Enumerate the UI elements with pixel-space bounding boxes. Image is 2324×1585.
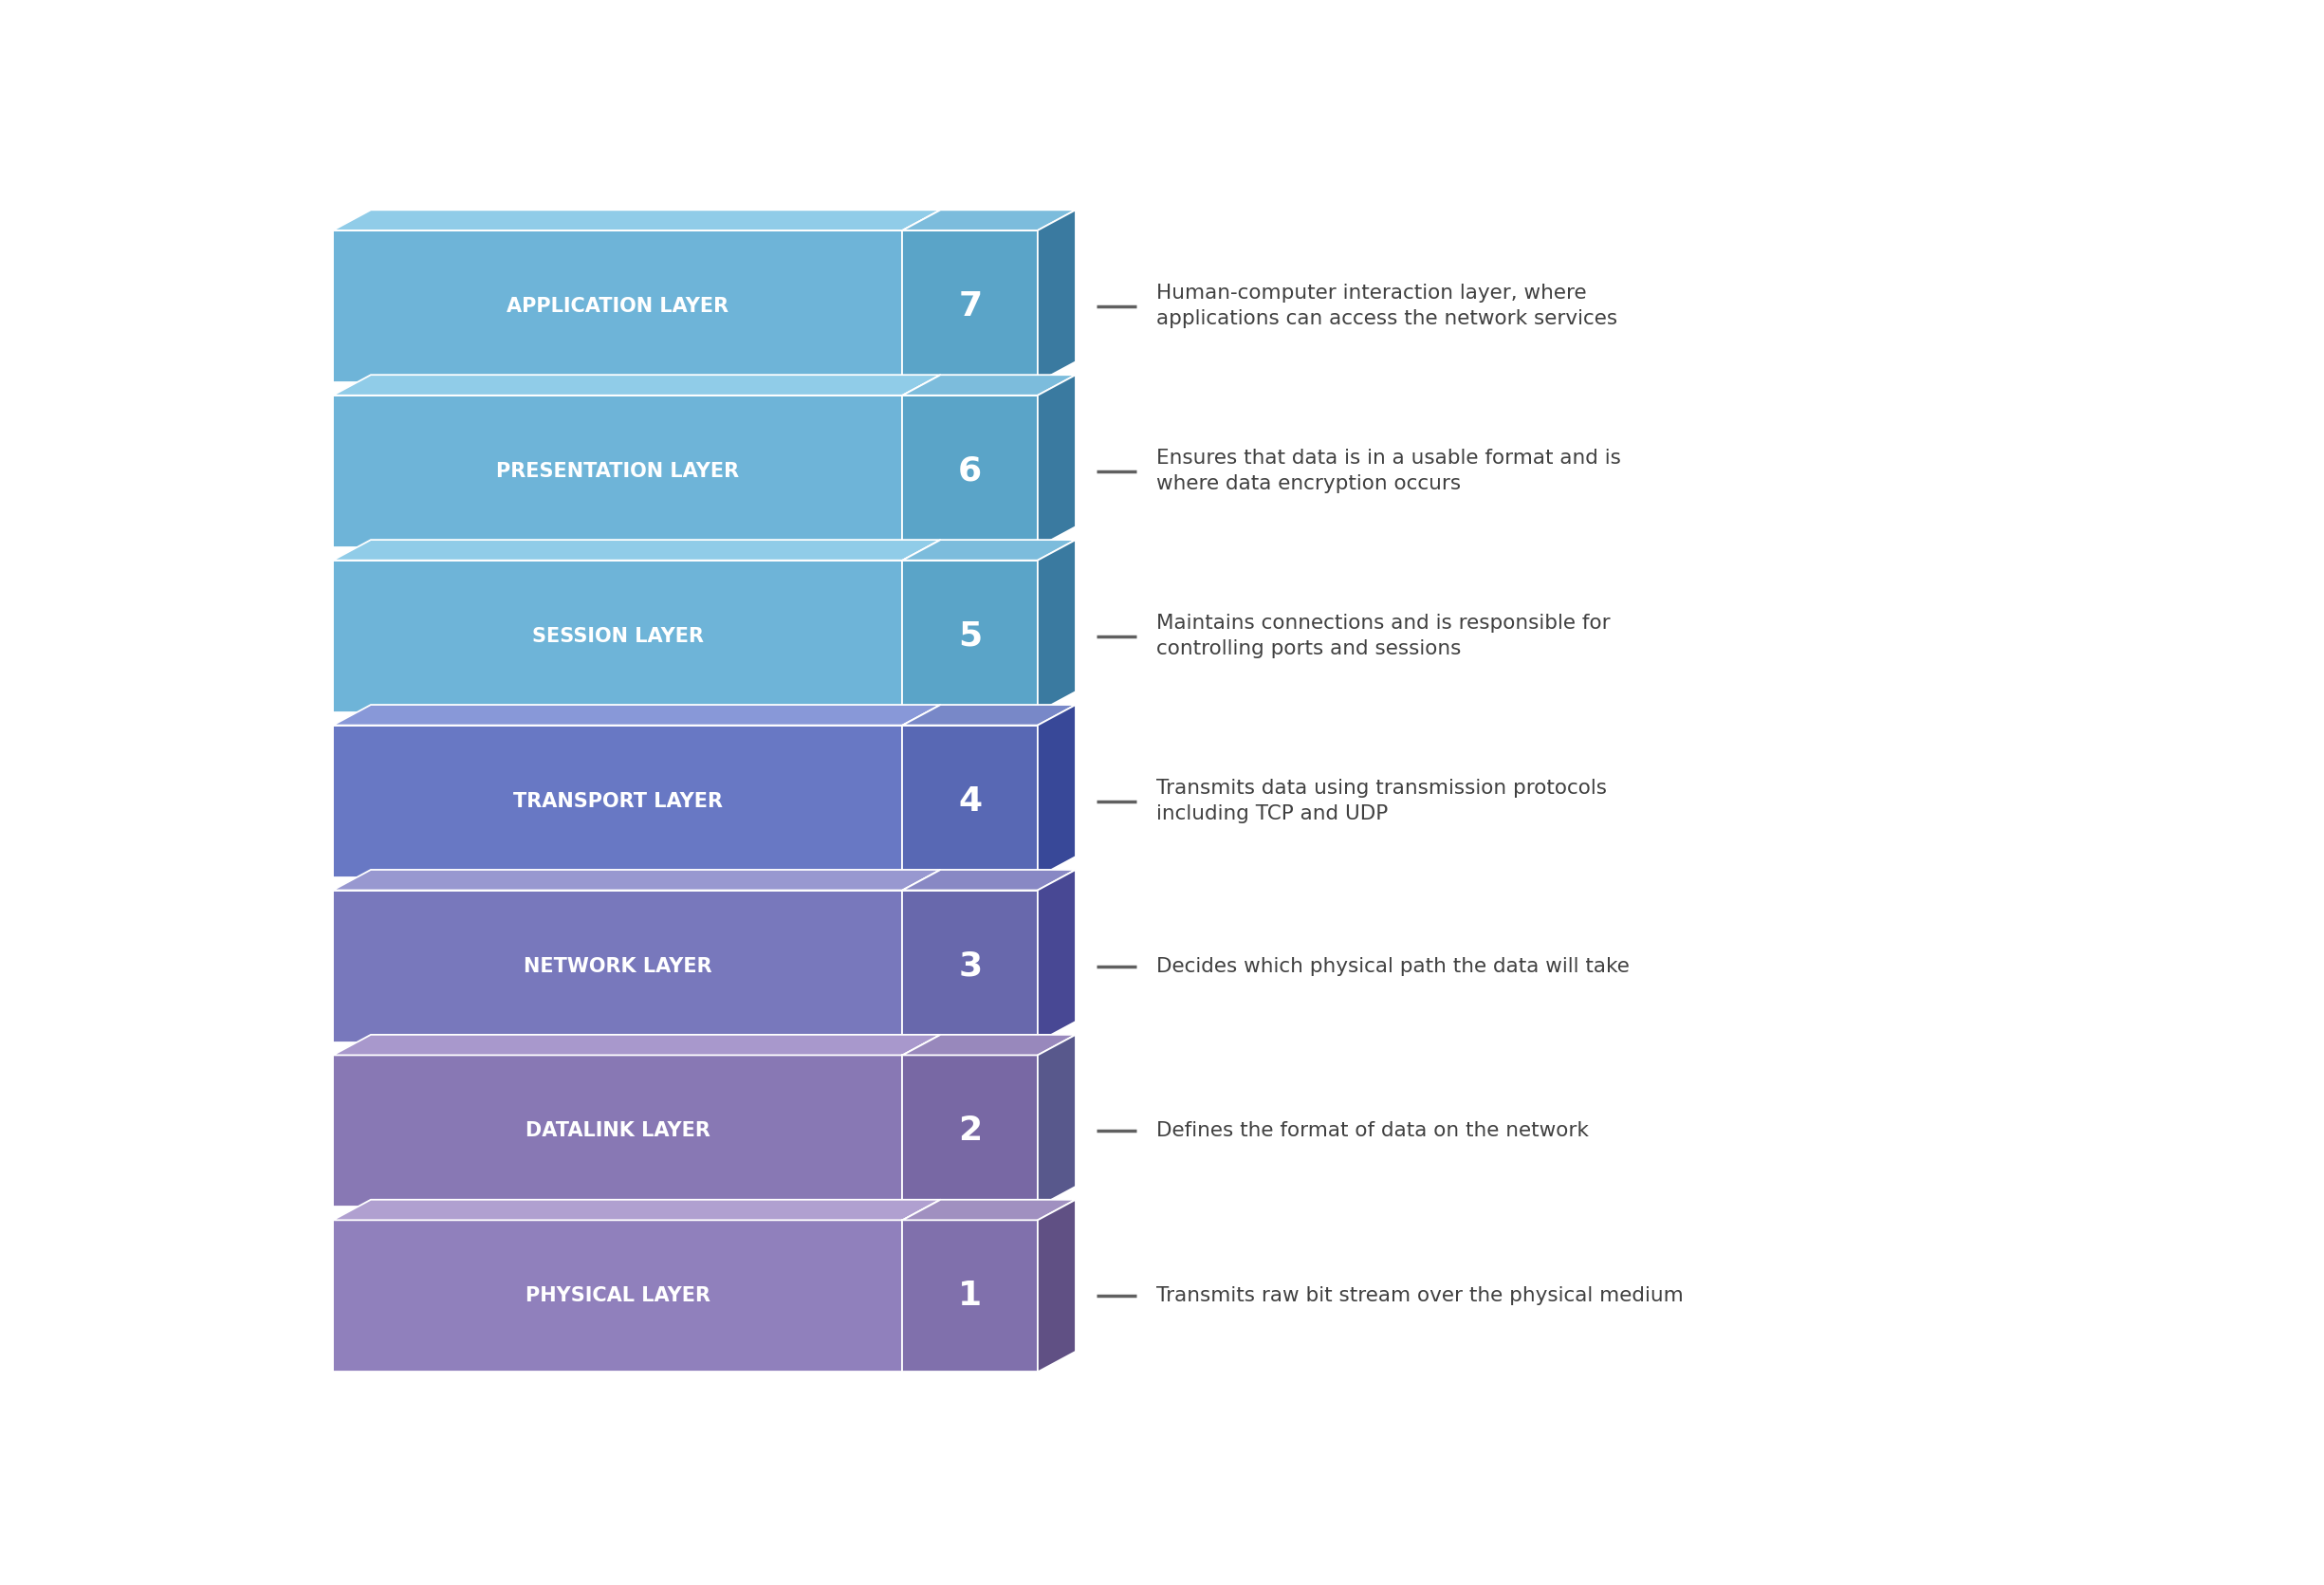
Polygon shape [1039,1035,1076,1208]
Polygon shape [902,560,1039,712]
Polygon shape [902,230,1039,382]
Text: 6: 6 [957,455,983,487]
Polygon shape [902,376,1076,395]
Polygon shape [902,1220,1039,1373]
Text: 7: 7 [957,290,983,322]
Polygon shape [332,1200,941,1220]
Text: 1: 1 [957,1281,983,1312]
Text: DATALINK LAYER: DATALINK LAYER [525,1122,711,1141]
Polygon shape [332,395,902,547]
Text: Ensures that data is in a usable format and is
where data encryption occurs: Ensures that data is in a usable format … [1157,449,1622,493]
Polygon shape [1039,1200,1076,1373]
Polygon shape [332,726,902,877]
Text: 5: 5 [957,620,983,653]
Text: Defines the format of data on the network: Defines the format of data on the networ… [1157,1122,1590,1141]
Text: TRANSPORT LAYER: TRANSPORT LAYER [514,791,723,810]
Polygon shape [1039,209,1076,382]
Polygon shape [902,376,941,547]
Polygon shape [902,1056,1039,1208]
Polygon shape [332,376,941,395]
Polygon shape [332,870,941,891]
Text: Maintains connections and is responsible for
controlling ports and sessions: Maintains connections and is responsible… [1157,613,1611,659]
Polygon shape [902,540,941,712]
Polygon shape [902,1035,941,1208]
Polygon shape [902,209,1076,230]
Polygon shape [902,1200,941,1373]
Polygon shape [902,705,941,877]
Polygon shape [902,891,1039,1041]
Text: NETWORK LAYER: NETWORK LAYER [523,957,711,976]
Text: Decides which physical path the data will take: Decides which physical path the data wil… [1157,957,1629,976]
Polygon shape [332,560,902,712]
Polygon shape [332,1056,902,1208]
Text: 2: 2 [957,1114,983,1148]
Polygon shape [902,726,1039,877]
Polygon shape [902,395,1039,547]
Polygon shape [902,705,1076,726]
Polygon shape [1039,705,1076,877]
Polygon shape [902,870,941,1041]
Text: Transmits raw bit stream over the physical medium: Transmits raw bit stream over the physic… [1157,1287,1685,1306]
Text: Human-computer interaction layer, where
applications can access the network serv: Human-computer interaction layer, where … [1157,284,1618,328]
Polygon shape [332,1220,902,1373]
Polygon shape [1039,540,1076,712]
Polygon shape [332,705,941,726]
Polygon shape [332,891,902,1041]
Polygon shape [332,230,902,382]
Text: 3: 3 [957,949,983,983]
Polygon shape [902,870,1076,891]
Polygon shape [332,540,941,560]
Text: APPLICATION LAYER: APPLICATION LAYER [507,296,730,315]
Text: 4: 4 [957,785,983,818]
Polygon shape [902,209,941,382]
Polygon shape [1039,376,1076,547]
Text: PRESENTATION LAYER: PRESENTATION LAYER [497,461,739,480]
Polygon shape [902,540,1076,560]
Polygon shape [1039,870,1076,1041]
Text: PHYSICAL LAYER: PHYSICAL LAYER [525,1287,711,1306]
Text: SESSION LAYER: SESSION LAYER [532,626,704,645]
Polygon shape [902,1200,1076,1220]
Polygon shape [332,1035,941,1056]
Polygon shape [902,1035,1076,1056]
Polygon shape [332,209,941,230]
Text: Transmits data using transmission protocols
including TCP and UDP: Transmits data using transmission protoc… [1157,778,1608,824]
